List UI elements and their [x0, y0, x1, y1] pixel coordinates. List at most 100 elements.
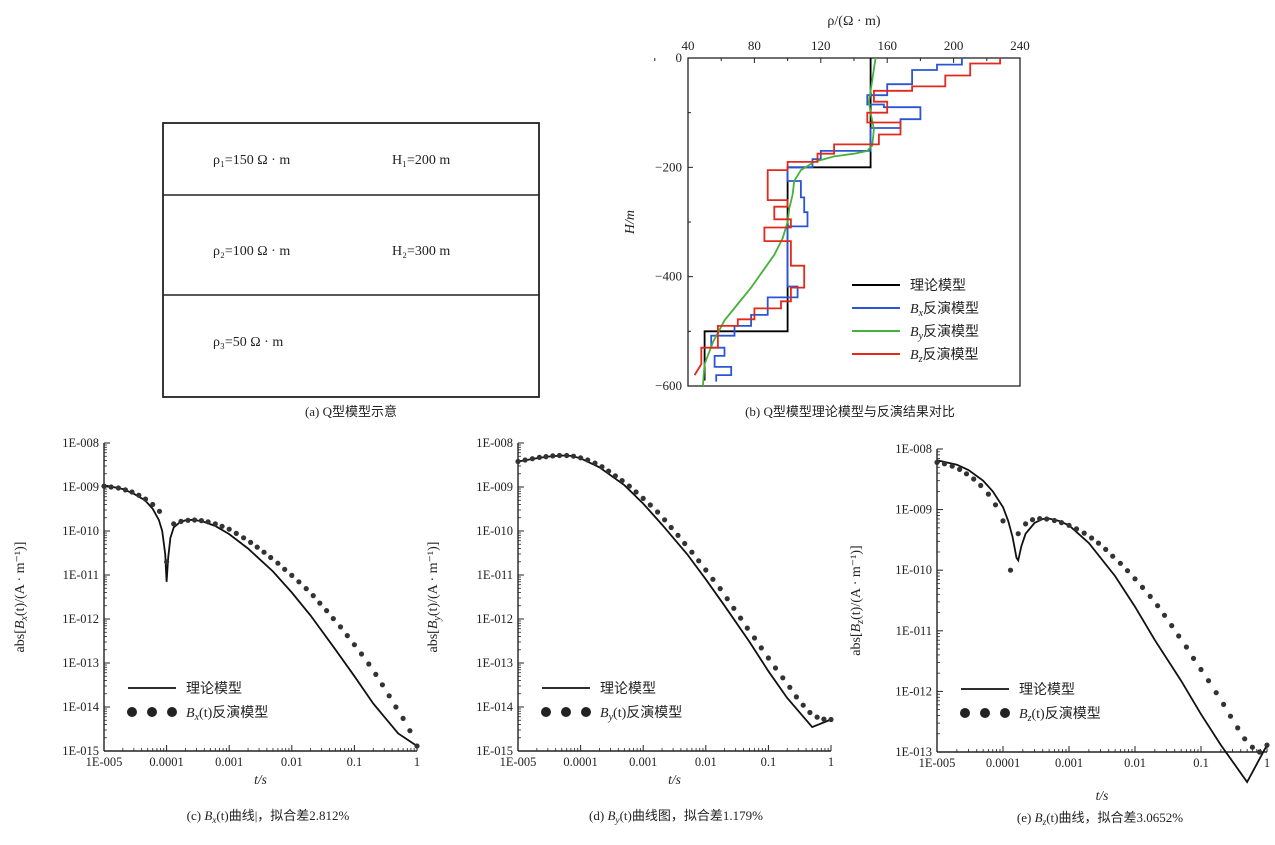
inversion-point — [1147, 593, 1153, 600]
inversion-point — [963, 471, 970, 477]
inversion-point — [612, 473, 619, 479]
legend-dot-swatch — [127, 707, 137, 717]
inversion-point — [564, 452, 570, 459]
x-tick-label: 0.001 — [1055, 756, 1083, 770]
y-tick-label: 1E-012 — [62, 612, 99, 626]
panel-a-caption: (a) Q型模型示意 — [305, 404, 397, 419]
layer-2-resistivity: ρ₂=100 Ω · m — [213, 244, 290, 259]
inversion-point — [515, 458, 521, 465]
inversion-point — [219, 523, 225, 529]
inversion-point — [772, 665, 779, 671]
inversion-point — [226, 526, 232, 532]
legend-label-theory: 理论模型 — [1019, 682, 1075, 698]
inversion-point — [1051, 517, 1057, 524]
inversion-point — [550, 453, 556, 459]
y-tick-label: 1E-009 — [476, 480, 513, 494]
y-tick-label: 1E-014 — [62, 700, 100, 714]
inversion-point — [1029, 517, 1036, 523]
panel-a-model: ρ₁=150 Ω · m H₁=200 m ρ₂=100 Ω · m H₂=30… — [162, 122, 540, 419]
y-tick-label: 1E-010 — [62, 524, 99, 538]
inversion-point — [1132, 576, 1138, 582]
inversion-point — [317, 600, 323, 606]
inversion-point — [296, 579, 302, 585]
y-tick-label: 1E-011 — [896, 624, 932, 638]
inversion-point — [122, 487, 128, 493]
x-axis-title: t/s — [254, 772, 267, 787]
y-tick-label: 1E-015 — [62, 744, 99, 758]
y-tick-label: 1E-008 — [895, 442, 932, 456]
inversion-point — [400, 715, 406, 722]
x-tick-label: 1E-005 — [86, 755, 123, 769]
inversion-point — [1089, 535, 1095, 541]
x-tick-label: 1E-005 — [500, 755, 537, 769]
layer-1-resistivity: ρ₁=150 Ω · m — [213, 153, 290, 168]
inversion-point — [696, 558, 702, 564]
inversion-point — [248, 539, 254, 546]
inversion-point — [626, 483, 632, 489]
inversion-point — [934, 459, 940, 465]
inversion-point — [668, 524, 674, 531]
inversion-point — [1066, 522, 1072, 528]
inversion-point — [606, 468, 612, 474]
inversion-point — [330, 616, 336, 622]
inversion-point — [379, 682, 385, 688]
inversion-point — [1117, 560, 1123, 566]
y-tick-label: 1E-008 — [62, 436, 99, 450]
x-tick-label: 120 — [811, 38, 831, 53]
legend-label-theory: 理论模型 — [186, 681, 242, 697]
legend-dot-swatch — [561, 707, 571, 717]
x-tick-label: 0.01 — [1124, 756, 1146, 770]
x-tick-label: 0.01 — [695, 755, 717, 769]
inversion-point — [150, 501, 156, 508]
x-axis-title: t/s — [668, 772, 681, 787]
y-tick-label: −200 — [655, 159, 682, 174]
inversion-point — [529, 456, 536, 462]
inversion-point — [807, 709, 813, 716]
y-tick-label: 1E-012 — [895, 684, 932, 698]
inversion-point — [1235, 725, 1241, 731]
layer-2-thickness: H₂=300 m — [392, 244, 450, 259]
series-line-3 — [693, 58, 1001, 376]
inversion-point — [828, 716, 834, 723]
x-tick-label: 0.0001 — [563, 755, 597, 769]
legend-label-theory: 理论模型 — [600, 681, 656, 697]
inversion-point — [164, 559, 170, 565]
inversion-point — [192, 517, 198, 523]
inversion-point — [710, 576, 716, 582]
inversion-point — [156, 508, 163, 514]
y-tick-label: 1E-009 — [895, 503, 932, 517]
inversion-point — [662, 517, 668, 523]
inversion-point — [310, 593, 316, 599]
legend-label-3: Bz反演模型 — [910, 347, 979, 365]
x-tick-label: 200 — [944, 38, 964, 53]
inversion-point — [758, 645, 764, 651]
x-tick-label: 1E-005 — [919, 756, 956, 770]
inversion-point — [254, 544, 260, 550]
legend-dot-swatch — [167, 707, 177, 717]
panel-b-caption: (b) Q型模型理论模型与反演结果对比 — [745, 404, 955, 419]
legend-label-inversion: By(t)反演模型 — [600, 705, 682, 723]
inversion-point — [821, 716, 827, 722]
x-tick-label: 1 — [414, 755, 420, 769]
inversion-point — [358, 651, 365, 657]
inversion-point — [1095, 540, 1102, 546]
x-tick-label: 1 — [828, 755, 834, 769]
inversion-point — [1000, 518, 1006, 524]
y-tick-label: 1E-013 — [895, 745, 932, 759]
panel-c-bx-chart: 1E-005 0.0001 0.001 0.01 0.1 1 1E-008 1E-009 1E-… — [13, 436, 420, 826]
inversion-point — [407, 728, 413, 734]
inversion-point — [1044, 516, 1050, 522]
inversion-point — [682, 540, 688, 547]
x-tick-label: 0.1 — [1193, 756, 1209, 770]
inversion-point — [957, 466, 963, 472]
inversion-point — [1221, 701, 1227, 708]
y-tick-label: 1E-010 — [476, 524, 513, 538]
inversion-point — [1190, 655, 1197, 662]
inversion-point — [212, 521, 218, 527]
theory-line — [936, 459, 1268, 784]
y-tick-label: 1E-008 — [476, 436, 513, 450]
y-axis-title: abs[Bx(t)/(A · m⁻¹)] — [13, 542, 30, 653]
series-line-2 — [702, 57, 877, 387]
y-tick-label: 1E-011 — [477, 568, 513, 582]
inversion-point — [522, 457, 528, 463]
